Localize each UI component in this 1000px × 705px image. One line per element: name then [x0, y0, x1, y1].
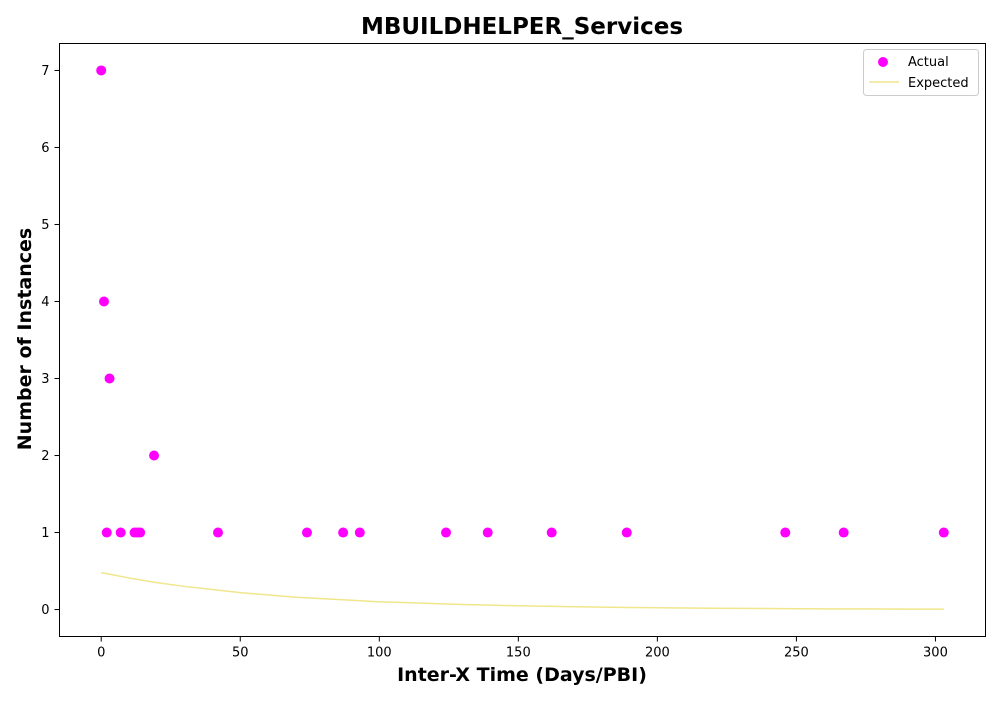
actual-data-point — [546, 527, 557, 538]
y-tick-label: 6 — [41, 141, 49, 156]
actual-data-point — [96, 65, 107, 76]
x-tick-label: 50 — [232, 646, 249, 661]
y-tick-label: 4 — [41, 295, 49, 310]
actual-data-point — [149, 450, 160, 461]
y-tick-label: 2 — [41, 449, 49, 464]
actual-data-point — [441, 527, 452, 538]
actual-data-point — [98, 296, 109, 307]
x-tick-label: 150 — [506, 646, 531, 661]
actual-data-point — [135, 527, 146, 538]
chart-title: MBUILDHELPER_Services — [361, 14, 683, 40]
legend-label-expected: Expected — [908, 76, 969, 91]
y-tick-label: 1 — [41, 526, 49, 541]
actual-data-point — [301, 527, 312, 538]
actual-data-point — [338, 527, 349, 538]
x-axis-ticks: 0 50 100 150 200 250 300 — [97, 636, 948, 661]
actual-data-point — [621, 527, 632, 538]
legend-label-actual: Actual — [908, 55, 949, 70]
x-tick-label: 300 — [923, 646, 948, 661]
x-tick-label: 100 — [367, 646, 392, 661]
actual-data-point — [838, 527, 849, 538]
expected-series-line — [101, 571, 944, 610]
actual-data-point — [104, 373, 115, 384]
actual-data-point — [482, 527, 493, 538]
x-axis-label: Inter-X Time (Days/PBI) — [397, 664, 647, 686]
x-tick-label: 250 — [784, 646, 809, 661]
plot-frame — [59, 43, 986, 637]
actual-data-point — [101, 527, 112, 538]
actual-data-point — [354, 527, 365, 538]
legend: Actual Expected — [863, 49, 979, 96]
y-tick-label: 5 — [41, 218, 49, 233]
x-tick-label: 0 — [97, 646, 105, 661]
plot-area — [96, 65, 949, 610]
x-tick-label: 200 — [645, 646, 670, 661]
legend-marker-actual — [878, 57, 888, 67]
actual-data-point — [938, 527, 949, 538]
y-tick-label: 7 — [41, 64, 49, 79]
y-axis-label: Number of Instances — [14, 228, 36, 450]
y-tick-label: 0 — [41, 603, 49, 618]
y-axis-ticks: 0 1 2 3 4 5 6 7 — [41, 64, 60, 618]
actual-data-point — [780, 527, 791, 538]
actual-data-point — [213, 527, 223, 538]
actual-data-point — [115, 527, 126, 538]
y-tick-label: 3 — [41, 372, 49, 387]
legend-box — [863, 49, 979, 96]
